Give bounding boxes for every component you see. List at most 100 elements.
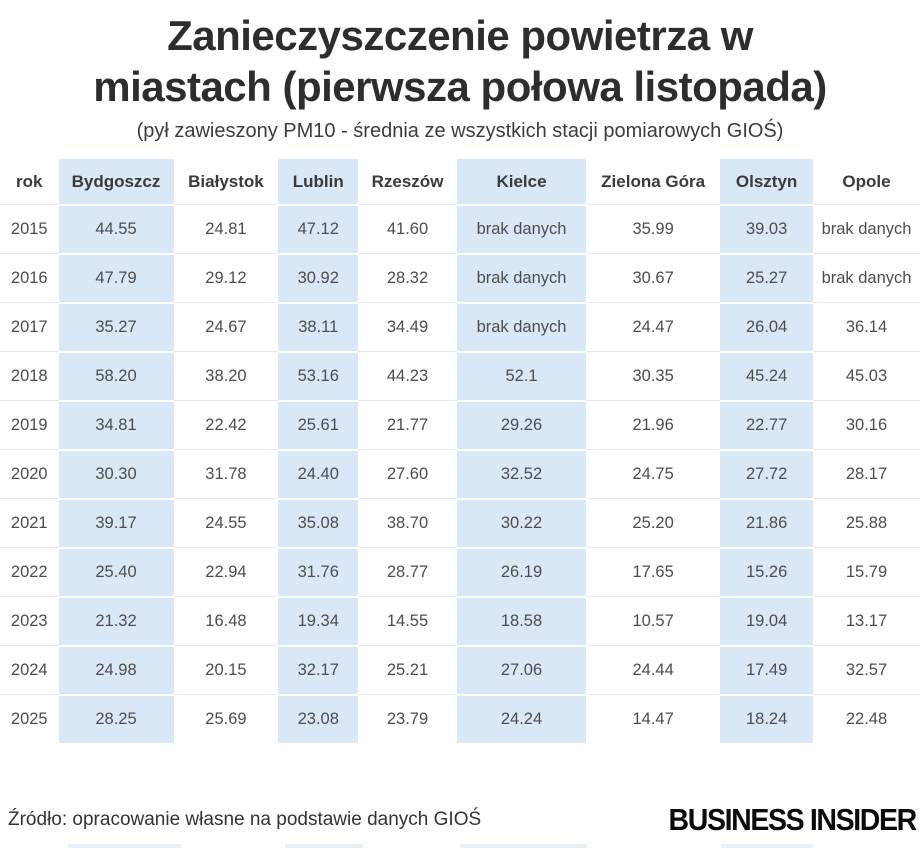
page-title-line2: miastach (pierwsza połowa listopada): [93, 63, 827, 111]
column-header-opole: Opole: [842, 171, 891, 191]
value-cell-zielona-góra: 17.65: [586, 547, 721, 596]
value-cell-lublin: 23.08: [278, 694, 359, 744]
value-cell-rzeszów: 34.49: [358, 302, 457, 351]
value-cell-kielce: 27.06: [456, 645, 587, 695]
value-cell-białystok: 22.42: [173, 400, 279, 449]
column-header-lublin: Lublin: [278, 159, 359, 205]
cropped-table-sliver: [460, 844, 587, 848]
value-cell-bydgoszcz: 39.17: [58, 498, 174, 548]
value-cell-kielce: brak danych: [456, 253, 587, 303]
value-cell-zielona-góra: 24.47: [586, 302, 721, 351]
value-cell-kielce: brak danych: [456, 204, 587, 254]
value-cell-zielona-góra: 14.47: [586, 694, 721, 743]
year-cell: 2021: [0, 498, 59, 547]
value-cell-lublin: 53.16: [278, 351, 359, 401]
column-header-rzeszów: Rzeszów: [371, 171, 444, 191]
pollution-table: rok Bydgoszcz Białystok Lublin Rzeszów Kielce…: [0, 159, 920, 744]
value-cell-lublin: 31.76: [278, 547, 359, 597]
value-cell-bydgoszcz: 24.98: [58, 645, 174, 695]
value-cell-opole: 28.17: [813, 449, 920, 498]
value-cell-opole: 32.57: [813, 645, 920, 694]
year-cell: 2017: [0, 302, 59, 351]
table-row-2018: 2018 58.20 38.20 53.16 44.23 52.1 30.35 45.24 45…: [0, 351, 920, 401]
value-cell-kielce: 29.26: [456, 400, 587, 450]
value-cell-białystok: 22.94: [173, 547, 279, 596]
value-cell-kielce: 24.24: [456, 694, 587, 744]
value-cell-białystok: 38.20: [173, 351, 279, 400]
value-cell-lublin: 24.40: [278, 449, 359, 499]
value-cell-rzeszów: 23.79: [358, 694, 457, 743]
cropped-table-sliver: [722, 844, 813, 848]
year-cell: 2025: [0, 694, 59, 743]
value-cell-bydgoszcz: 30.30: [58, 449, 174, 499]
table-row-2023: 2023 21.32 16.48 19.34 14.55 18.58 10.57 19.04 1…: [0, 596, 920, 646]
value-cell-zielona-góra: 35.99: [586, 204, 721, 253]
value-cell-lublin: 35.08: [278, 498, 359, 548]
value-cell-bydgoszcz: 21.32: [58, 596, 174, 646]
value-cell-rzeszów: 21.77: [358, 400, 457, 449]
value-cell-lublin: 47.12: [278, 204, 359, 254]
source-note: Źródło: opracowanie własne na podstawie …: [8, 809, 482, 830]
year-cell: 2019: [0, 400, 59, 449]
value-cell-białystok: 16.48: [173, 596, 279, 645]
table-row-2025: 2025 28.25 25.69 23.08 23.79 24.24 14.47 18.24 2…: [0, 694, 920, 744]
value-cell-olsztyn: 26.04: [720, 302, 814, 352]
cropped-table-sliver: [68, 844, 181, 848]
value-cell-zielona-góra: 30.35: [586, 351, 721, 400]
value-cell-białystok: 20.15: [173, 645, 279, 694]
value-cell-kielce: 52.1: [456, 351, 587, 401]
value-cell-rzeszów: 41.60: [358, 204, 457, 253]
value-cell-opole: 15.79: [813, 547, 920, 596]
column-header-rok: rok: [16, 171, 43, 191]
value-cell-zielona-góra: 24.44: [586, 645, 721, 694]
value-cell-rzeszów: 28.77: [358, 547, 457, 596]
value-cell-opole: 36.14: [813, 302, 920, 351]
value-cell-lublin: 38.11: [278, 302, 359, 352]
value-cell-bydgoszcz: 28.25: [58, 694, 174, 744]
value-cell-lublin: 32.17: [278, 645, 359, 695]
value-cell-rzeszów: 38.70: [358, 498, 457, 547]
chart-header: Zanieczyszczenie powietrza w miastach (p…: [0, 0, 920, 143]
value-cell-opole: 30.16: [813, 400, 920, 449]
column-header-zielona-góra: Zielona Góra: [601, 171, 706, 191]
value-cell-białystok: 24.81: [173, 204, 279, 253]
value-cell-rzeszów: 44.23: [358, 351, 457, 400]
footer: Źródło: opracowanie własne na podstawie …: [0, 798, 920, 842]
year-cell: 2018: [0, 351, 59, 400]
year-cell: 2020: [0, 449, 59, 498]
value-cell-olsztyn: 45.24: [720, 351, 814, 401]
table-row-2024: 2024 24.98 20.15 32.17 25.21 27.06 24.44 17.49 3…: [0, 645, 920, 695]
cropped-table-sliver: [285, 844, 363, 848]
value-cell-bydgoszcz: 47.79: [58, 253, 174, 303]
value-cell-zielona-góra: 21.96: [586, 400, 721, 449]
table-row-2015: 2015 44.55 24.81 47.12 41.60 brak danych 35.99…: [0, 204, 920, 254]
value-cell-kielce: 26.19: [456, 547, 587, 597]
value-cell-lublin: 30.92: [278, 253, 359, 303]
year-cell: 2016: [0, 253, 59, 302]
column-header-białystok: Białystok: [188, 171, 264, 191]
table-row-2019: 2019 34.81 22.42 25.61 21.77 29.26 21.96 22.77 3…: [0, 400, 920, 450]
value-cell-olsztyn: 17.49: [720, 645, 814, 695]
value-cell-kielce: brak danych: [456, 302, 587, 352]
value-cell-opole: 22.48: [813, 694, 920, 743]
value-cell-zielona-góra: 24.75: [586, 449, 721, 498]
year-cell: 2024: [0, 645, 59, 694]
table-row-2020: 2020 30.30 31.78 24.40 27.60 32.52 24.75 27.72 2…: [0, 449, 920, 499]
value-cell-białystok: 31.78: [173, 449, 279, 498]
value-cell-bydgoszcz: 34.81: [58, 400, 174, 450]
table-row-2022: 2022 25.40 22.94 31.76 28.77 26.19 17.65 15.26 1…: [0, 547, 920, 597]
column-header-olsztyn: Olsztyn: [720, 159, 814, 205]
value-cell-rzeszów: 27.60: [358, 449, 457, 498]
table-header: rok Bydgoszcz Białystok Lublin Rzeszów Kielce…: [0, 159, 920, 205]
column-header-kielce: Kielce: [456, 159, 587, 205]
value-cell-opole: brak danych: [813, 204, 920, 253]
page-subtitle: (pył zawieszony PM10 - średnia ze wszyst…: [136, 120, 784, 143]
page-title: Zanieczyszczenie powietrza w miastach (p…: [6, 10, 914, 112]
value-cell-olsztyn: 39.03: [720, 204, 814, 254]
value-cell-zielona-góra: 25.20: [586, 498, 721, 547]
table-body: 2015 44.55 24.81 47.12 41.60 brak danych 35.99…: [0, 204, 920, 744]
table-header-row: rok Bydgoszcz Białystok Lublin Rzeszów Kielce…: [0, 159, 920, 205]
value-cell-białystok: 29.12: [173, 253, 279, 302]
value-cell-opole: 13.17: [813, 596, 920, 645]
year-cell: 2015: [0, 204, 59, 253]
